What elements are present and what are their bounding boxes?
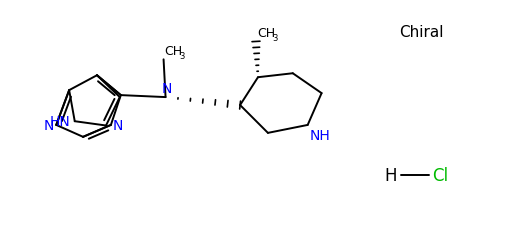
Text: Cl: Cl (432, 166, 448, 184)
Text: 3: 3 (180, 52, 185, 61)
Text: CH: CH (257, 27, 275, 40)
Text: CH: CH (164, 45, 183, 58)
Text: 3: 3 (272, 34, 278, 43)
Text: HN: HN (50, 115, 71, 129)
Text: NH: NH (310, 128, 330, 142)
Text: Chiral: Chiral (399, 25, 443, 39)
Text: N: N (113, 118, 123, 132)
Text: N: N (161, 82, 172, 96)
Text: H: H (384, 166, 397, 184)
Text: N: N (44, 118, 54, 132)
